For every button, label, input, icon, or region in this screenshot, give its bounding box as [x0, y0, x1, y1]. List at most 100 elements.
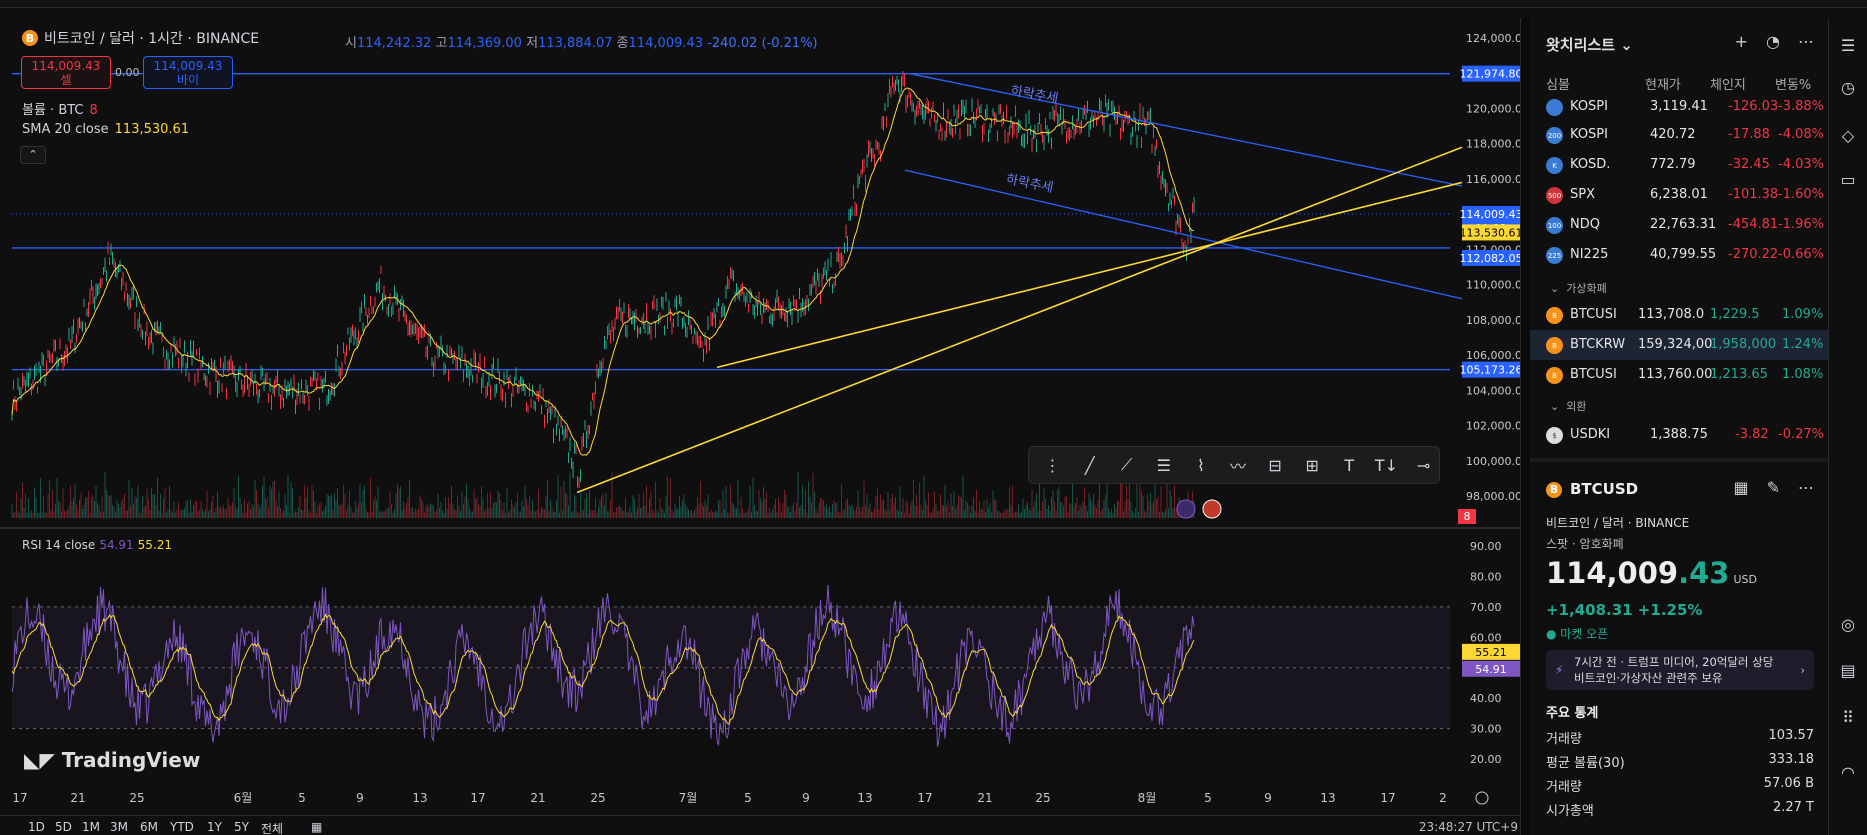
col-pct[interactable]: 변동%: [1775, 78, 1812, 93]
time-tick-label: 9: [802, 791, 810, 805]
pattern-icon[interactable]: ⌇: [1197, 455, 1205, 475]
watchlist-row[interactable]: 100 NDQ 22,763.31 -454.81 -1.96%: [1530, 210, 1828, 240]
open-value: 114,242.32: [356, 36, 432, 51]
range-1y[interactable]: 1Y: [207, 820, 222, 834]
price-tail: .43: [1678, 556, 1730, 590]
detail-name[interactable]: 비트코인 / 달러 · BINANCE: [1546, 516, 1690, 530]
collapse-legend-button[interactable]: ⌃: [20, 146, 46, 164]
wave-icon[interactable]: 〰: [1230, 457, 1247, 476]
rsi-legend[interactable]: RSI 14 close 54.91 55.21: [22, 538, 172, 552]
dots-grid-icon[interactable]: ⠿: [1842, 708, 1854, 727]
watchlist-row[interactable]: K KOSD. 772.79 -32.45 -4.03%: [1530, 150, 1828, 180]
rsi-line: [11, 584, 1195, 747]
volume-tag-bg: [1458, 509, 1476, 524]
time-tick-label: 9: [1264, 791, 1272, 805]
price-tick-label: 124,000.00: [1466, 32, 1520, 45]
sell-button[interactable]: 114,009.43 셀: [21, 56, 111, 89]
add-symbol-icon[interactable]: +: [1734, 32, 1749, 51]
logo-text: TradingView: [61, 748, 201, 772]
col-change[interactable]: 체인지: [1710, 78, 1746, 93]
target-icon[interactable]: ◎: [1841, 615, 1855, 634]
range-5y[interactable]: 5Y: [234, 820, 249, 834]
row-change: -101.38: [1728, 187, 1779, 202]
watchlist-row[interactable]: B BTCUSI 113,708.0 1,229.5 1.09%: [1530, 300, 1828, 330]
symbol-title[interactable]: 비트코인 / 달러 · 1시간 · BINANCE: [44, 31, 260, 47]
text-icon[interactable]: T: [1344, 455, 1355, 475]
detail-change: +1,408.31 +1.25%: [1546, 601, 1703, 619]
sma-legend[interactable]: SMA 20 close 113,530.61: [22, 122, 189, 137]
volume-label: 볼륨 · BTC: [22, 103, 84, 118]
tradingview-logo[interactable]: ◣◤ TradingView: [24, 748, 200, 772]
news-item[interactable]: ⚡ 7시간 전 · 트럼프 미디어, 20억달러 상당 비트코인·가상자산 관련…: [1546, 650, 1814, 690]
layers-icon[interactable]: ◇: [1841, 126, 1855, 145]
range-1m[interactable]: 1M: [82, 820, 100, 834]
channel-upper-line: [909, 73, 1463, 187]
price-tick-label: 106,000.00: [1466, 349, 1520, 362]
range-all[interactable]: 전체: [261, 822, 284, 835]
watchlist-row[interactable]: KOSPI 3,119.41 -126.03 -3.88%: [1530, 92, 1828, 122]
ray-icon[interactable]: ⟋: [1121, 455, 1133, 474]
row-symbol: NI225: [1570, 247, 1609, 262]
detail-symbol-text: BTCUSD: [1570, 480, 1639, 498]
bitcoin-icon: B: [22, 30, 38, 46]
buy-button[interactable]: 114,009.43 바이: [143, 56, 233, 89]
price-tick-label: 108,000.00: [1466, 314, 1520, 327]
drag-handle-icon[interactable]: ⋮: [1044, 455, 1061, 475]
time-tick-label: 17: [470, 791, 485, 805]
clock[interactable]: 23:48:27 UTC+9: [1418, 820, 1518, 834]
time-tick-label: 8월: [1138, 791, 1157, 805]
watchlist-row[interactable]: 200 KOSPI 420.72 -17.88 -4.08%: [1530, 120, 1828, 150]
fib-settings-icon[interactable]: ⊞: [1305, 455, 1319, 475]
chart-canvas[interactable]: 124,000.00122,000.00120,000.00118,000.00…: [0, 18, 1520, 815]
calendar-icon[interactable]: ▤: [1840, 661, 1856, 680]
volume-legend[interactable]: 볼륨 · BTC 8: [22, 99, 98, 118]
watchlist-row[interactable]: 225 NI225 40,799.55 -270.22 -0.66%: [1530, 240, 1828, 270]
watchlist-icon[interactable]: ☰: [1840, 36, 1856, 55]
chat-icon[interactable]: ▭: [1840, 170, 1856, 189]
calendar-icon[interactable]: ▦: [311, 820, 323, 834]
range-1d[interactable]: 1D: [28, 820, 45, 834]
chart-pane[interactable]: 124,000.00122,000.00120,000.00118,000.00…: [0, 18, 1520, 808]
change-value: -240.02 (-0.21%): [707, 36, 818, 51]
trendline-icon[interactable]: ╱: [1084, 455, 1095, 475]
price-tag-mid-bg: [1462, 249, 1520, 266]
col-price[interactable]: 현재가: [1645, 78, 1681, 93]
range-6m[interactable]: 6M: [140, 820, 158, 834]
row-symbol: USDKI: [1570, 427, 1611, 442]
range-5d[interactable]: 5D: [55, 820, 72, 834]
symbol-logo-icon: 225: [1546, 247, 1563, 264]
panel-divider[interactable]: [1520, 18, 1530, 835]
range-ytd[interactable]: YTD: [170, 820, 194, 834]
signal-icon[interactable]: ◠: [1841, 763, 1855, 782]
watchlist-row[interactable]: 500 SPX 6,238.01 -101.38 -1.60%: [1530, 180, 1828, 210]
alert-clock-icon[interactable]: ◷: [1841, 78, 1855, 97]
time-tick-label: 13: [857, 791, 872, 805]
group-crypto[interactable]: ⌄ 가상화폐: [1550, 282, 1607, 295]
more-icon[interactable]: ⋯: [1798, 478, 1814, 497]
detail-symbol[interactable]: B BTCUSD: [1546, 480, 1638, 498]
close-value: 114,009.43: [628, 36, 704, 51]
watchlist-row[interactable]: $ USDKI 1,388.75 -3.82 -0.27%: [1530, 420, 1828, 450]
edit-icon[interactable]: ✎: [1766, 478, 1780, 497]
col-symbol[interactable]: 심볼: [1546, 78, 1570, 93]
parallel-channel-icon[interactable]: ☰: [1156, 455, 1171, 475]
row-price: 40,799.55: [1650, 247, 1717, 262]
stat-value: 57.06 B: [1763, 776, 1814, 791]
watchlist-row[interactable]: B BTCKRW 159,324,00 1,958,000 1.24%: [1530, 330, 1828, 360]
fib-icon[interactable]: ⊟: [1268, 455, 1282, 475]
rsi-tick-label: 40.00: [1470, 692, 1502, 705]
currency: USD: [1733, 573, 1757, 586]
more-icon[interactable]: ⋯: [1798, 32, 1814, 51]
measure-icon[interactable]: ⊸: [1416, 455, 1431, 475]
watchlist-title[interactable]: 왓치리스트 ⌄: [1546, 34, 1633, 55]
symbol-legend[interactable]: B 비트코인 / 달러 · 1시간 · BINANCE: [22, 28, 259, 48]
time-tick-label: 5: [1204, 791, 1212, 805]
text-note-icon[interactable]: T↓: [1374, 455, 1398, 475]
time-tick-label: 21: [70, 791, 85, 805]
group-fx[interactable]: ⌄ 외환: [1550, 400, 1587, 413]
range-3m[interactable]: 3M: [110, 820, 128, 834]
row-pct: 1.24%: [1782, 337, 1824, 352]
grid-icon[interactable]: ▦: [1733, 478, 1749, 497]
chart-icon[interactable]: ◔: [1766, 32, 1780, 51]
watchlist-row[interactable]: B BTCUSI 113,760.00 1,213.65 1.08%: [1530, 360, 1828, 390]
